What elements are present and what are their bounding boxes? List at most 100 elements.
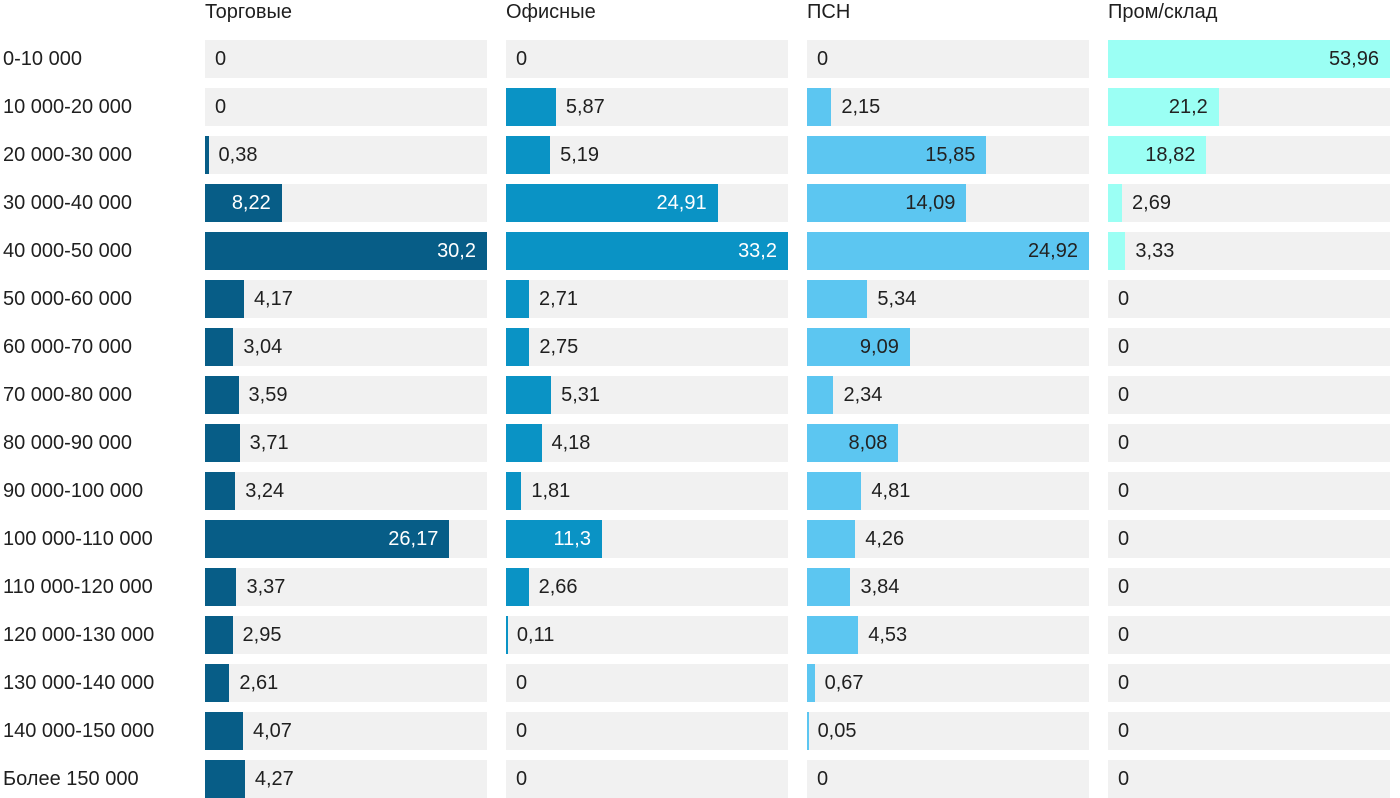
column-header-3: ПСН [807,1,851,23]
bar-track: 0 [1108,328,1390,366]
bar [1108,40,1390,78]
bar-track: 0 [1108,280,1390,318]
bar-value: 0 [1118,672,1130,694]
bar [506,424,542,462]
bar-value: 0 [1118,720,1130,742]
bar-track: 0 [1108,712,1390,750]
row-label: 80 000-90 000 [3,432,133,454]
bar [807,88,832,126]
bar [205,712,243,750]
bar [506,472,522,510]
bar-track: 2,15 [807,88,1089,126]
bar-track: 18,82 [1108,136,1390,174]
bar-value: 0 [1118,624,1130,646]
bar-track: 0 [205,40,487,78]
bar-value: 0 [215,48,227,70]
bar-value: 2,71 [539,288,578,310]
bar-track: 1,81 [506,472,788,510]
bar [807,568,851,606]
bar-track: 4,81 [807,472,1089,510]
bar-track: 3,71 [205,424,487,462]
bar-track: 0 [506,760,788,798]
bar-value: 4,26 [865,528,905,550]
bar-track: 3,37 [205,568,487,606]
bar-track: 4,27 [205,760,487,798]
bar [807,280,868,318]
bar-value: 8,22 [231,192,271,214]
bar-value: 0 [516,48,528,70]
bar-track: 24,91 [506,184,788,222]
row-label: 60 000-70 000 [3,336,133,358]
row-label: 20 000-30 000 [3,144,133,166]
bar [1108,88,1219,126]
bar-value: 0 [1118,528,1130,550]
row-label: 70 000-80 000 [3,384,133,406]
bar [807,136,987,174]
bar [205,760,245,798]
bar-value: 0,38 [218,144,258,166]
bar-value: 4,81 [871,480,911,502]
bar-value: 0,05 [817,720,857,742]
bar-track: 0,11 [506,616,788,654]
bar [205,280,244,318]
bar [205,184,282,222]
bar-track: 4,53 [807,616,1089,654]
bar-value: 5,34 [877,288,917,310]
bar-track: 30,2 [205,232,487,270]
bar-value: 0 [1118,336,1130,358]
bar [807,376,834,414]
bar-track: 2,61 [205,664,487,702]
bar [205,232,487,270]
bar-value: 0 [817,48,829,70]
bar-value: 4,07 [253,720,292,742]
bar-track: 11,3 [506,520,788,558]
bar-track: 0,67 [807,664,1089,702]
bar-value: 9,09 [859,336,899,358]
bar-value: 4,17 [253,288,293,310]
bar [807,616,859,654]
bar-value: 0 [516,720,528,742]
bar [807,232,1089,270]
row-label: 130 000-140 000 [3,672,155,694]
bar-track: 53,96 [1108,40,1390,78]
bar-track: 0 [1108,568,1390,606]
bar-value: 18,82 [1145,144,1196,166]
bar-value: 4,53 [868,624,908,646]
bar-track: 3,59 [205,376,487,414]
bar-track: 0 [1108,424,1390,462]
bar-track: 4,26 [807,520,1089,558]
bar-track: 0 [1108,472,1390,510]
bar [506,136,551,174]
bar-track: 0 [506,40,788,78]
bar-value: 1,81 [531,480,571,502]
bar-value: 8,08 [848,432,888,454]
bar-value: 2,66 [538,576,578,598]
bar-track: 5,19 [506,136,788,174]
bar-value: 21,2 [1168,96,1208,118]
bar-value: 2,15 [841,96,881,118]
bar-value: 0 [1118,432,1130,454]
bar [506,328,530,366]
bar-track: 9,09 [807,328,1089,366]
bar-value: 0 [1118,768,1130,790]
bar-value: 53,96 [1328,48,1379,70]
bar-value: 26,17 [388,528,439,550]
row-label: 0-10 000 [3,48,82,70]
column-header-4: Пром/склад [1108,1,1218,23]
bar-value: 2,34 [843,384,883,406]
bar-track: 3,33 [1108,232,1390,270]
bar-value: 24,92 [1027,240,1078,262]
bar [506,280,530,318]
bar-value: 0 [1118,480,1130,502]
bar-track: 2,71 [506,280,788,318]
bar-track: 26,17 [205,520,487,558]
bar [205,664,230,702]
bar-value: 3,04 [243,336,283,358]
bar-track: 0 [1108,616,1390,654]
row-label: 110 000-120 000 [3,576,153,598]
row-label: 120 000-130 000 [3,624,155,646]
bar-track: 24,92 [807,232,1089,270]
bar [506,376,552,414]
bar-track: 4,17 [205,280,487,318]
